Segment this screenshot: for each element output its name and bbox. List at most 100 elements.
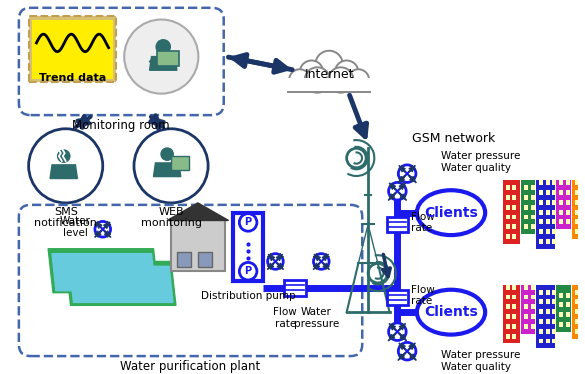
Bar [581, 319, 585, 324]
Bar [503, 181, 520, 244]
Bar [552, 181, 556, 186]
Bar [575, 190, 579, 195]
Bar [552, 309, 556, 314]
Bar [32, 21, 113, 79]
Text: Water pressure
Water quality: Water pressure Water quality [441, 350, 521, 372]
Bar [531, 195, 535, 200]
Bar [546, 200, 549, 205]
Bar [198, 252, 212, 267]
Polygon shape [66, 261, 176, 305]
Bar [552, 300, 556, 304]
Bar [581, 210, 585, 215]
Bar [552, 338, 556, 343]
Bar [531, 304, 535, 309]
Bar [539, 290, 543, 295]
Bar [539, 319, 543, 324]
Circle shape [29, 129, 103, 203]
Text: Water
level: Water level [60, 217, 91, 238]
Text: Flow
rate: Flow rate [411, 285, 435, 306]
Circle shape [239, 263, 257, 280]
Bar [546, 229, 549, 234]
Bar [546, 239, 549, 244]
Polygon shape [70, 266, 173, 303]
Bar [575, 229, 579, 234]
Bar [559, 322, 563, 327]
Bar [559, 181, 563, 186]
Bar [505, 295, 510, 300]
Bar [566, 200, 570, 205]
Polygon shape [50, 165, 77, 178]
Circle shape [388, 323, 406, 340]
Bar [546, 319, 549, 324]
Bar [539, 210, 543, 215]
Bar [531, 215, 535, 220]
Bar [559, 210, 563, 215]
Circle shape [347, 69, 369, 91]
Text: SMS
notification: SMS notification [35, 207, 97, 229]
Bar [171, 156, 188, 170]
Bar [505, 314, 510, 319]
Bar [531, 186, 535, 190]
Circle shape [289, 69, 311, 91]
Bar [566, 210, 570, 215]
Text: Clients: Clients [424, 305, 478, 319]
Bar [505, 324, 510, 329]
Bar [524, 295, 528, 300]
Polygon shape [52, 254, 156, 291]
Bar [559, 303, 563, 307]
Bar [575, 329, 579, 334]
Bar [387, 217, 408, 232]
Text: P: P [245, 217, 252, 227]
Bar [575, 309, 579, 314]
Circle shape [124, 19, 198, 94]
Bar [512, 304, 517, 309]
Bar [524, 186, 528, 190]
Bar [503, 285, 520, 343]
Bar [566, 322, 570, 327]
Bar [552, 239, 556, 244]
Text: Monitoring room: Monitoring room [73, 119, 170, 132]
Circle shape [156, 39, 171, 55]
Circle shape [328, 67, 353, 93]
Bar [539, 200, 543, 205]
Bar [505, 304, 510, 309]
Circle shape [398, 165, 416, 183]
Text: Trend data: Trend data [39, 73, 106, 83]
Bar [512, 205, 517, 210]
Bar [539, 190, 543, 195]
Circle shape [388, 183, 406, 200]
Bar [546, 181, 549, 186]
Bar [512, 295, 517, 300]
Bar [552, 220, 556, 224]
Bar [552, 200, 556, 205]
Circle shape [160, 147, 174, 161]
Bar [524, 314, 528, 319]
Bar [559, 190, 563, 195]
Circle shape [314, 254, 329, 269]
Polygon shape [167, 203, 229, 220]
Bar [572, 285, 585, 338]
Bar [531, 314, 535, 319]
Bar [512, 314, 517, 319]
Circle shape [300, 61, 324, 84]
Circle shape [57, 149, 71, 163]
Bar [581, 300, 585, 304]
Text: Distribution pump: Distribution pump [201, 291, 295, 301]
Bar [505, 215, 510, 220]
Bar [552, 319, 556, 324]
Text: GSM network: GSM network [412, 132, 495, 145]
Bar [575, 220, 579, 224]
Bar [521, 181, 535, 234]
Bar [539, 300, 543, 304]
Bar [524, 205, 528, 210]
Bar [546, 210, 549, 215]
Bar [546, 338, 549, 343]
Bar [581, 229, 585, 234]
Bar [536, 285, 555, 348]
Circle shape [398, 343, 416, 360]
Bar [512, 186, 517, 190]
Bar [556, 285, 571, 332]
Bar [531, 324, 535, 329]
Bar [546, 220, 549, 224]
Bar [566, 181, 570, 186]
